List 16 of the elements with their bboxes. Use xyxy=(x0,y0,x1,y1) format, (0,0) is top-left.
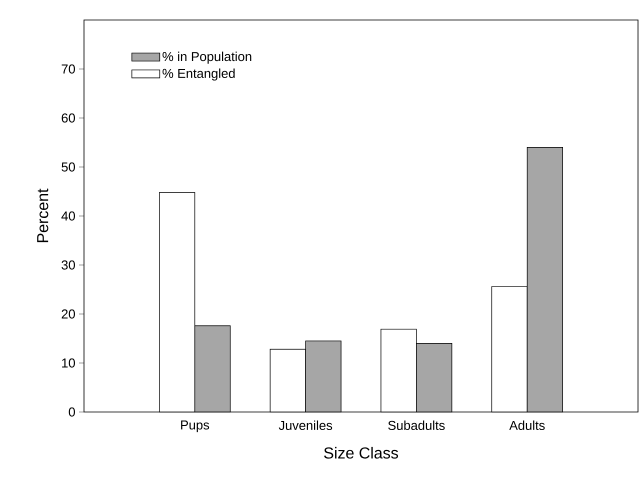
x-tick-label: Adults xyxy=(509,420,545,430)
y-tick-label: 60 xyxy=(62,113,75,123)
y-axis-title: Percent xyxy=(37,188,48,242)
x-tick-label: Subadults xyxy=(388,420,445,430)
x-tick-label: Juveniles xyxy=(278,420,332,430)
x-axis-title: Size Class xyxy=(324,446,398,459)
y-tick-label: 30 xyxy=(62,260,75,270)
y-tick-label: 20 xyxy=(62,309,75,319)
x-tick-label: Pups xyxy=(181,420,210,432)
y-tick-label: 70 xyxy=(62,64,75,74)
y-tick-label: 40 xyxy=(61,211,75,221)
y-tick-label: 50 xyxy=(62,162,75,172)
y-tick-label: 10 xyxy=(62,358,75,368)
y-tick-label: 0 xyxy=(68,407,75,417)
legend-label: % Entangled xyxy=(162,68,235,81)
legend-label: % in Population xyxy=(162,52,252,64)
